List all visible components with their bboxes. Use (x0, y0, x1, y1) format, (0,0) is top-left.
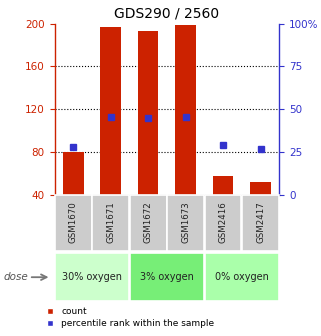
Bar (100, 27, 121, 195)
FancyBboxPatch shape (242, 196, 279, 251)
Bar (138, 31, 159, 195)
Bar (250, 182, 271, 195)
FancyBboxPatch shape (55, 196, 92, 251)
FancyBboxPatch shape (205, 196, 241, 251)
Text: GSM1672: GSM1672 (144, 201, 153, 243)
Text: 3% oxygen: 3% oxygen (140, 272, 194, 282)
Bar (213, 176, 233, 195)
FancyBboxPatch shape (130, 196, 167, 251)
Legend: count, percentile rank within the sample: count, percentile rank within the sample (43, 303, 218, 332)
Text: GSM2416: GSM2416 (219, 201, 228, 243)
Text: 0% oxygen: 0% oxygen (215, 272, 269, 282)
Text: GSM1670: GSM1670 (69, 201, 78, 243)
Text: GSM2417: GSM2417 (256, 201, 265, 243)
Bar (175, 25, 196, 195)
Text: GSM1671: GSM1671 (106, 201, 115, 243)
Text: GSM1673: GSM1673 (181, 201, 190, 243)
Title: GDS290 / 2560: GDS290 / 2560 (114, 7, 220, 21)
Text: 30% oxygen: 30% oxygen (62, 272, 122, 282)
FancyBboxPatch shape (92, 196, 129, 251)
Bar (63, 152, 83, 195)
Text: dose: dose (3, 272, 28, 282)
FancyBboxPatch shape (55, 253, 129, 301)
FancyBboxPatch shape (130, 253, 204, 301)
FancyBboxPatch shape (167, 196, 204, 251)
FancyBboxPatch shape (205, 253, 279, 301)
